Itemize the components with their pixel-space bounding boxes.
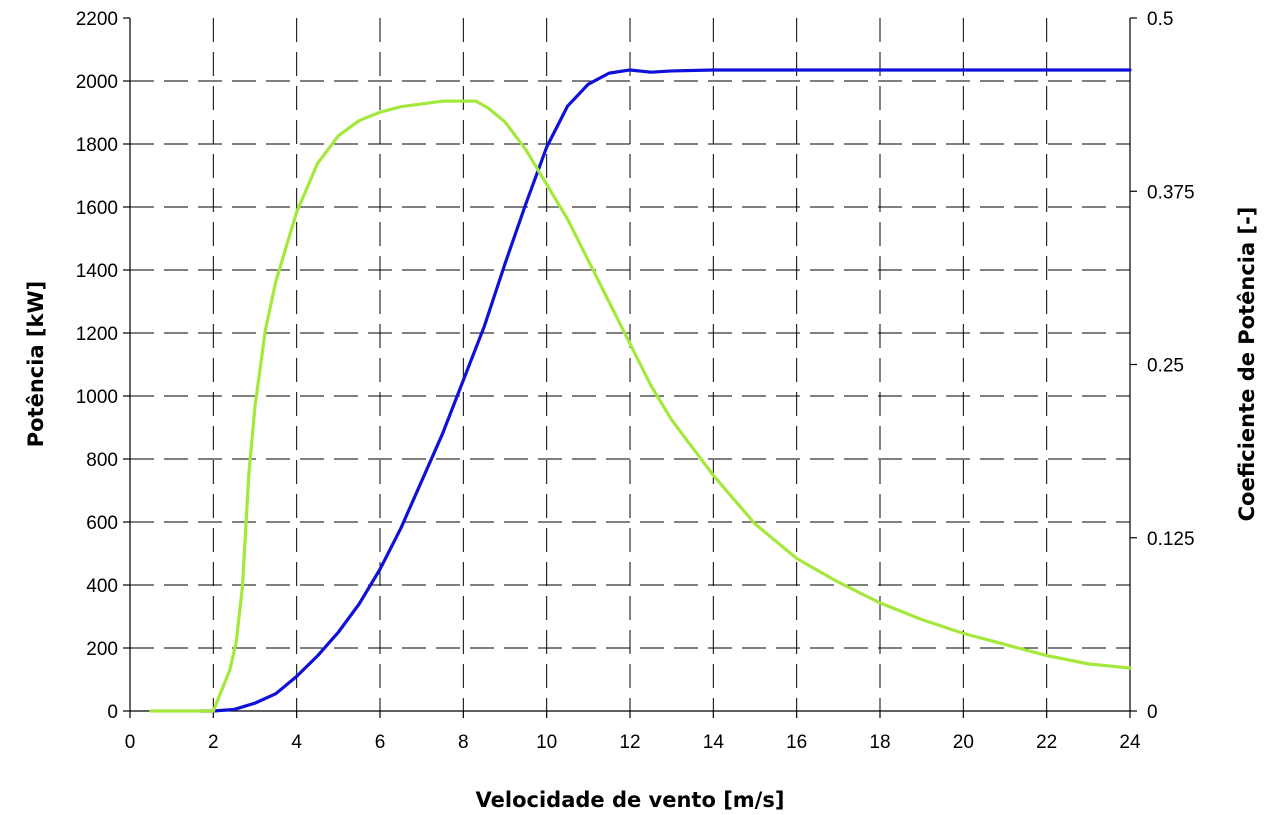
x-tick-label: 10	[536, 732, 557, 753]
x-tick-label: 24	[1119, 732, 1141, 753]
x-tick-label: 12	[619, 732, 640, 753]
y-tick-label: 400	[86, 576, 118, 597]
y-tick-label: 1600	[76, 198, 118, 219]
power-curve-line	[199, 68, 1132, 713]
y-tick-label: 200	[86, 639, 118, 660]
x-tick-label: 6	[375, 732, 386, 753]
y2-tick-label: 0.5	[1147, 9, 1173, 30]
y-tick-label: 800	[86, 450, 118, 471]
y-tick-label: 1400	[76, 261, 118, 282]
y-tick-label: 1200	[76, 324, 118, 345]
y-tick-label: 0	[107, 702, 118, 723]
y-tick-label: 1000	[76, 387, 118, 408]
y2-tick-label: 0.25	[1147, 356, 1184, 377]
x-tick-label: 16	[786, 732, 807, 753]
y2-tick-label: 0	[1147, 702, 1158, 723]
y2-tick-label: 0.375	[1147, 182, 1195, 203]
x-tick-label: 20	[953, 732, 974, 753]
y-tick-label: 1800	[76, 135, 118, 156]
y-axis-title: Potência [kW]	[24, 281, 48, 448]
x-tick-label: 22	[1036, 732, 1057, 753]
y2-tick-label: 0.125	[1147, 529, 1195, 550]
y-tick-label: 2200	[76, 9, 118, 30]
power-coefficient-line	[149, 99, 1132, 713]
x-tick-label: 14	[703, 732, 725, 753]
axes	[123, 17, 1137, 718]
y-tick-label: 600	[86, 513, 118, 534]
y2-axis-title: Coeficiente de Potência [-]	[1235, 207, 1259, 522]
x-axis-title: Velocidade de vento [m/s]	[476, 788, 785, 812]
x-tick-label: 18	[869, 732, 890, 753]
x-tick-label: 0	[125, 732, 136, 753]
x-tick-label: 4	[291, 732, 302, 753]
series-layer	[149, 68, 1132, 713]
tick-labels: 0 2 4 6 8 10 12 14 16 18 20 22 240200400600800100012…	[76, 9, 1195, 753]
grid	[130, 18, 1130, 711]
x-tick-label: 2	[208, 732, 219, 753]
y-tick-label: 2000	[76, 72, 118, 93]
x-tick-label: 8	[458, 732, 469, 753]
